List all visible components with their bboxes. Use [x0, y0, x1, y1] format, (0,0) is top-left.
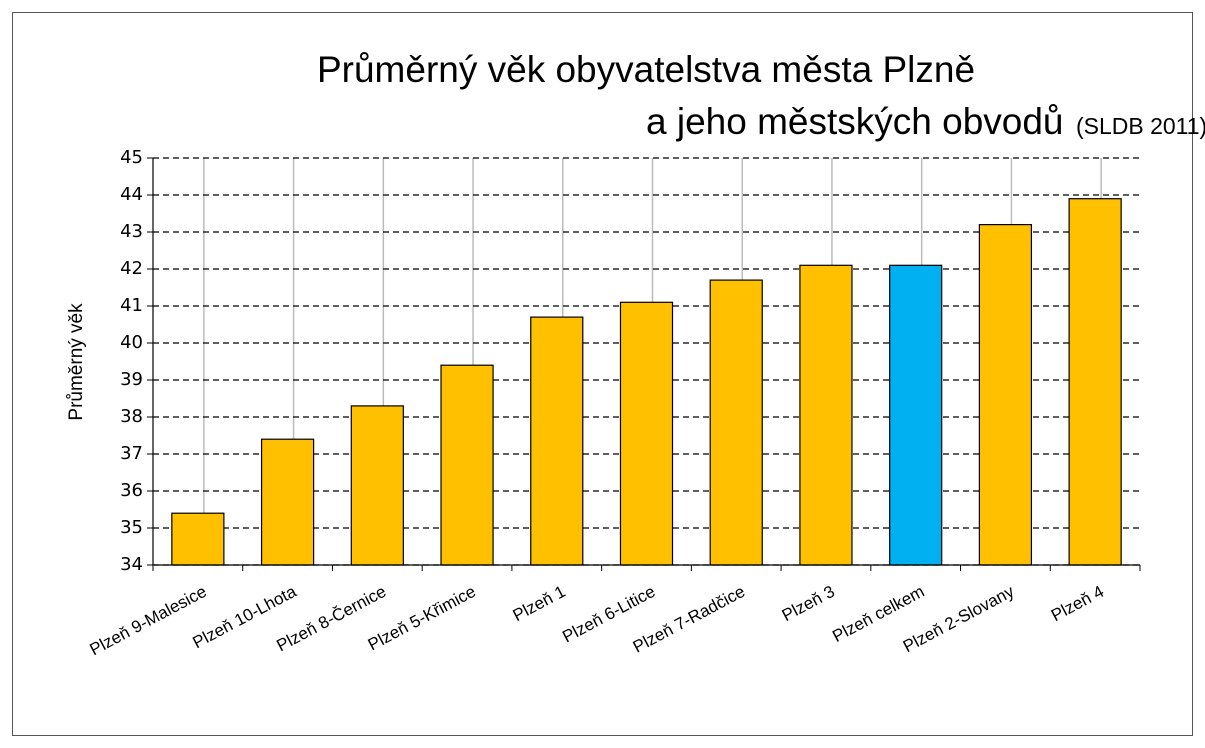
bar — [889, 264, 943, 566]
bar — [440, 364, 494, 566]
y-tick-label: 44 — [120, 184, 143, 205]
y-tick-label: 37 — [120, 443, 143, 464]
bar — [619, 301, 674, 566]
bar — [260, 438, 315, 566]
bar — [171, 512, 225, 566]
y-tick-label: 38 — [120, 406, 143, 427]
y-tick-label: 40 — [120, 332, 143, 353]
bar — [350, 405, 404, 566]
y-tick-label: 39 — [120, 369, 143, 390]
y-tick-label: 45 — [120, 147, 143, 168]
chart-title: a jeho městských obvodů — [646, 101, 1064, 142]
y-tick-label: 34 — [120, 554, 143, 575]
y-tick-label: 43 — [120, 221, 143, 242]
y-tick-label: 35 — [120, 517, 143, 538]
bar — [530, 316, 584, 566]
y-tick-label: 41 — [120, 295, 143, 316]
bar — [709, 279, 763, 566]
chart-subtitle: (SLDB 2011) — [1076, 113, 1205, 139]
bar — [1068, 198, 1122, 566]
y-axis-label: Průměrný věk — [66, 303, 87, 421]
chart-title-line: a jeho městských obvodů (SLDB 2011) — [646, 101, 1205, 142]
bar — [799, 264, 853, 566]
y-tick-label: 36 — [120, 480, 143, 501]
chart-title: Průměrný věk obyvatelstva města Plzně — [317, 49, 975, 90]
bar — [978, 224, 1033, 566]
y-tick-label: 42 — [120, 258, 143, 279]
